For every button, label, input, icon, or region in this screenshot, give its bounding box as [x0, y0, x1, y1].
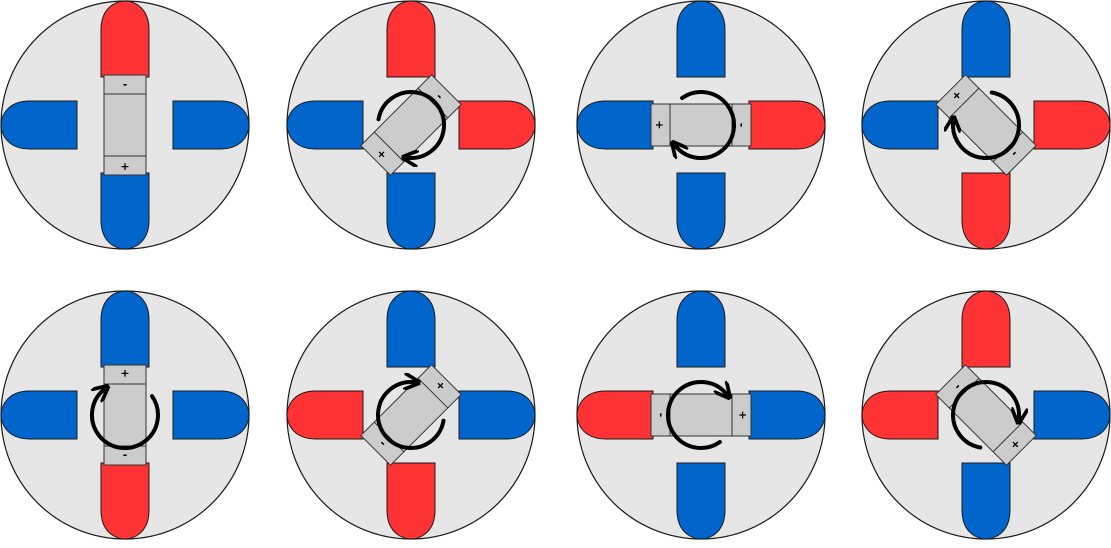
rotation-arrow	[376, 382, 446, 450]
pole-bottom-south	[676, 172, 726, 250]
rotor-divider-bottom	[417, 377, 449, 409]
panel-8: -+	[861, 290, 1111, 540]
rotor-body	[935, 74, 1037, 176]
pole-left-south	[0, 100, 78, 150]
panel-7: - +	[576, 290, 826, 540]
rotation-arrow	[665, 379, 726, 450]
pole-right-north	[458, 100, 536, 150]
pole-top-south	[676, 0, 726, 78]
rotation-arrow	[676, 90, 737, 161]
panel-4: -+	[861, 0, 1111, 250]
panel-2: -+	[286, 0, 536, 250]
pole-top-south	[961, 0, 1011, 78]
pole-right-north	[1033, 100, 1111, 150]
pole-left-south	[286, 100, 364, 150]
rotation-arrow	[953, 90, 1021, 160]
rotor-divider-bottom	[992, 421, 1024, 453]
rotor-plus-label: +	[120, 367, 129, 380]
rotor-body	[650, 103, 752, 147]
panel-6: -+	[286, 290, 536, 540]
pole-top-north	[100, 0, 150, 78]
rotor-body	[360, 364, 462, 466]
rotor: -+	[935, 74, 1037, 176]
rotation-arrow	[89, 390, 160, 451]
pole-left-south	[861, 100, 939, 150]
pole-left-south	[576, 100, 654, 150]
rotor-minus-label: -	[123, 449, 128, 462]
rotor-plus-label: +	[653, 120, 666, 129]
rotor-minus-label: -	[123, 78, 128, 91]
rotor: -+	[103, 364, 147, 466]
pole-left-north	[576, 390, 654, 440]
rotor-divider-bottom	[373, 131, 405, 163]
pole-right-north	[748, 100, 826, 150]
pole-top-north	[386, 0, 436, 78]
rotor-body	[935, 364, 1037, 466]
pole-left-north	[286, 390, 364, 440]
pole-left-north	[861, 390, 939, 440]
pole-top-south	[100, 290, 150, 368]
pole-right-south	[1033, 390, 1111, 440]
pole-bottom-south	[676, 462, 726, 540]
pole-right-south	[748, 390, 826, 440]
pole-right-south	[172, 390, 250, 440]
pole-bottom-south	[961, 462, 1011, 540]
panel-1: -+	[0, 0, 250, 250]
panel-5: -+	[0, 290, 250, 540]
rotor-plus-label: +	[120, 160, 129, 173]
pole-top-south	[676, 290, 726, 368]
rotor-minus-label: -	[735, 123, 748, 128]
rotor-divider-bottom	[948, 87, 980, 119]
pole-bottom-north	[961, 172, 1011, 250]
rotor-body	[103, 74, 147, 176]
pole-bottom-north	[386, 462, 436, 540]
pole-top-south	[386, 290, 436, 368]
panel-3: -+	[576, 0, 826, 250]
pole-right-south	[458, 390, 536, 440]
rotor-body	[650, 393, 752, 437]
rotation-arrow	[951, 380, 1019, 450]
rotor: -+	[103, 74, 147, 176]
pole-bottom-north	[100, 462, 150, 540]
rotor: -+	[935, 364, 1037, 466]
rotor: -+	[650, 393, 752, 437]
pole-bottom-south	[386, 172, 436, 250]
rotor-minus-label: -	[654, 413, 667, 418]
rotor: -+	[360, 364, 462, 466]
rotation-arrow	[376, 90, 446, 158]
pole-left-south	[0, 390, 78, 440]
rotor-plus-label: +	[736, 410, 749, 419]
pole-top-north	[961, 290, 1011, 368]
pole-right-south	[172, 100, 250, 150]
rotor-body	[360, 74, 462, 176]
pole-bottom-south	[100, 172, 150, 250]
